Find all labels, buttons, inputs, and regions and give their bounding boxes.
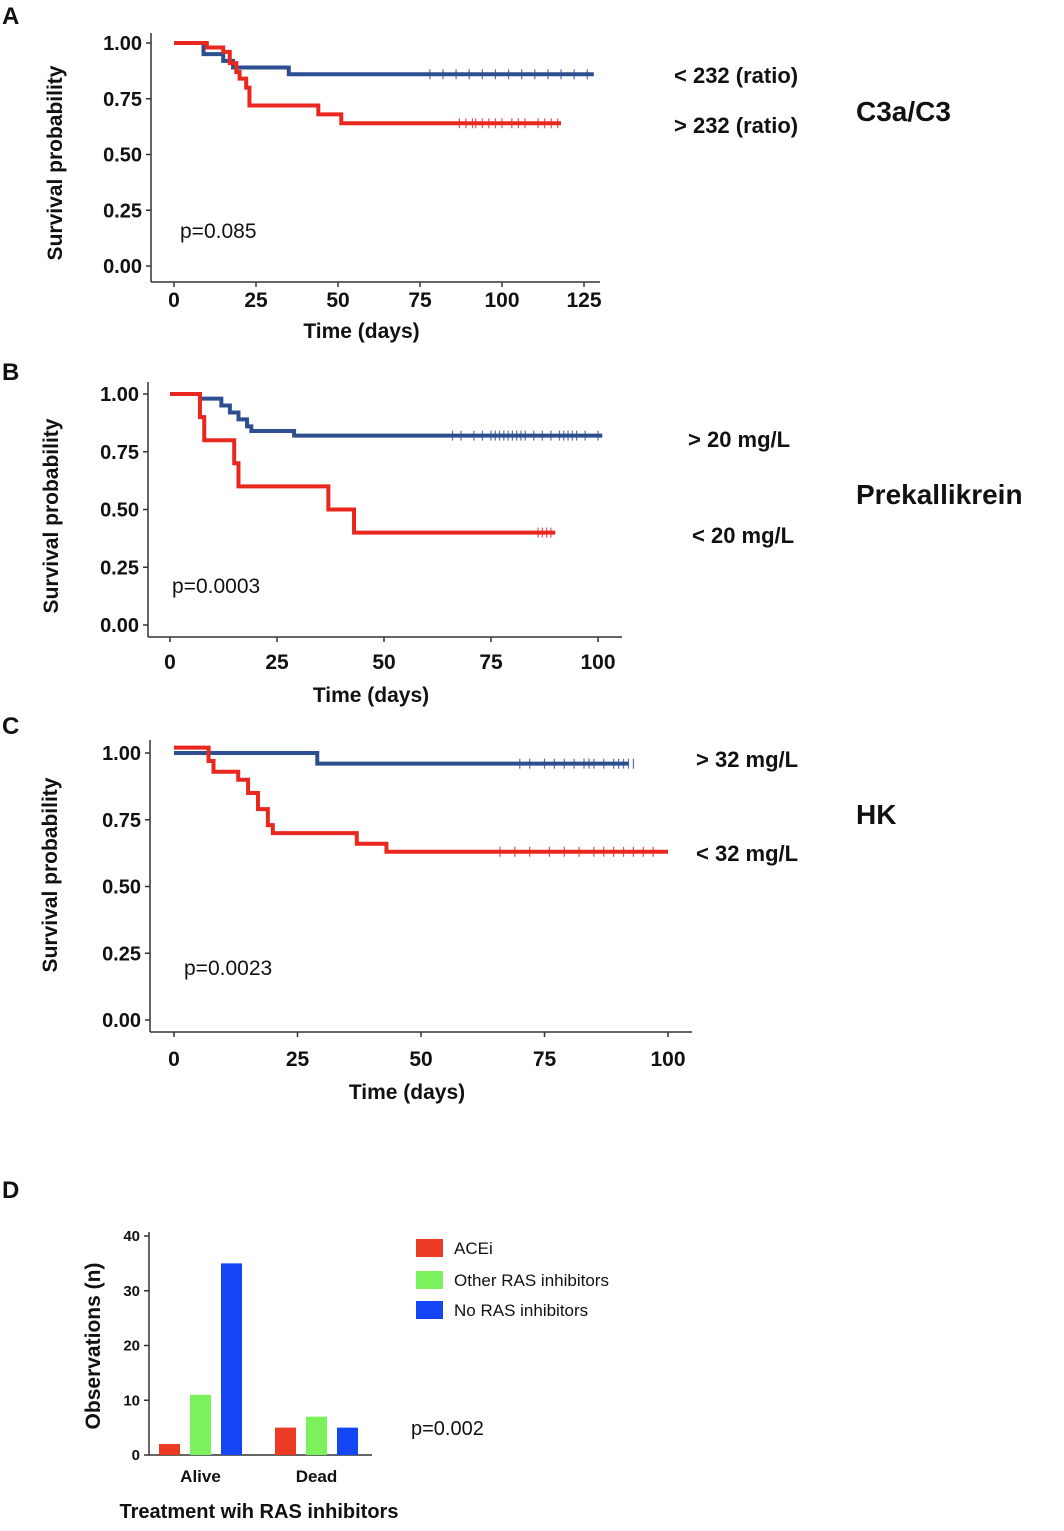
y-axis-label: Survival probability [39, 777, 62, 972]
series-blue [170, 392, 603, 441]
y-tick-label: 0.50 [103, 145, 142, 167]
y-tick-label: 1.00 [103, 33, 142, 55]
bar-panel-d: D 0 10 20 30 40 Alive Dead Treatment wih RAS inh… [2, 1177, 609, 1523]
y-tick-label: 0.75 [102, 810, 141, 832]
series-blue [174, 751, 635, 769]
bar [221, 1263, 242, 1455]
legend-entry: No RAS inhibitors [454, 1301, 588, 1320]
series-red [174, 745, 668, 857]
x-tick-label: 50 [409, 1048, 432, 1071]
x-tick-label: 100 [650, 1048, 685, 1071]
bar [306, 1416, 327, 1455]
legend-entry: < 20 mg/L [692, 523, 794, 548]
y-tick-label: 1.00 [100, 384, 139, 406]
bar [159, 1444, 180, 1455]
legend-swatch [416, 1301, 443, 1319]
bar-group-dead [275, 1416, 358, 1455]
y-tick-label: 30 [123, 1283, 140, 1300]
panel-title: C3a/C3 [856, 96, 951, 127]
y-tick-label: 40 [123, 1228, 140, 1245]
panel-label: C [2, 713, 19, 740]
y-tick-label: 0.00 [103, 256, 142, 278]
y-tick-label: 0 [132, 1447, 140, 1464]
panel-title: HK [856, 799, 896, 830]
x-tick-label: 75 [408, 289, 432, 312]
legend-entry: < 232 (ratio) [674, 63, 798, 88]
y-tick-label: 0.50 [100, 500, 139, 522]
x-tick-label: 0 [168, 1048, 180, 1071]
legend-entry: ACEi [454, 1239, 493, 1258]
legend-entry: > 232 (ratio) [674, 113, 798, 138]
y-tick-label: 0.25 [100, 557, 139, 579]
x-tick-label: 125 [566, 289, 601, 312]
p-value: p=0.0003 [172, 575, 260, 598]
y-tick-label: 0.00 [102, 1010, 141, 1032]
km-panel-c: C 0.00 0.25 0.50 0.75 1.00 0 25 50 75 100 Time (day… [2, 713, 896, 1104]
panel-label: D [2, 1177, 19, 1204]
p-value: p=0.0023 [184, 957, 272, 980]
series-red [170, 392, 556, 538]
bar-group-alive [159, 1263, 242, 1455]
panel-label: B [2, 359, 19, 386]
x-tick-label: 100 [580, 651, 615, 674]
y-tick-label: 20 [123, 1338, 140, 1355]
x-tick-label: 0 [168, 289, 180, 312]
survival-curve [170, 392, 603, 438]
x-axis-label: Time (days) [313, 684, 429, 707]
y-tick-label: 0.25 [102, 943, 141, 965]
legend-swatch [416, 1271, 443, 1289]
x-axis-label: Time (days) [303, 320, 419, 343]
y-tick-label: 0.75 [103, 89, 142, 111]
y-tick-label: 0.50 [102, 877, 141, 899]
x-tick-label: 75 [533, 1048, 557, 1071]
y-axis-label: Observations (n) [82, 1263, 105, 1430]
x-tick-label: 75 [479, 651, 503, 674]
x-tick-label: 25 [265, 651, 289, 674]
legend-entry: < 32 mg/L [696, 841, 798, 866]
y-tick-label: 10 [123, 1392, 140, 1409]
x-axis-label: Time (days) [349, 1081, 465, 1104]
bar [190, 1394, 211, 1455]
p-value: p=0.002 [411, 1418, 484, 1440]
survival-curve [170, 392, 556, 535]
legend-entry: Other RAS inhibitors [454, 1271, 609, 1290]
panel-label: A [2, 3, 19, 30]
survival-curve [174, 41, 562, 126]
y-tick-label: 0.75 [100, 442, 139, 464]
x-tick-label: 0 [164, 651, 176, 674]
y-tick-label: 1.00 [102, 743, 141, 765]
bar [337, 1427, 358, 1455]
legend-swatch [416, 1239, 443, 1257]
x-tick-label: 50 [372, 651, 395, 674]
bar [275, 1427, 296, 1455]
x-axis-label: Treatment wih RAS inhibitors [120, 1501, 399, 1523]
y-tick-label: 0.25 [103, 200, 142, 222]
y-tick-label: 0.00 [100, 615, 139, 637]
km-panel-a: A 0.00 0.25 0.50 0.75 1.00 0 25 50 75 100 125 Time (… [2, 3, 951, 343]
survival-curve [174, 751, 629, 766]
x-tick-label: 100 [484, 289, 519, 312]
y-axis-label: Survival probability [40, 418, 63, 613]
x-tick-label: 25 [244, 289, 268, 312]
legend-entry: > 32 mg/L [696, 747, 798, 772]
panel-title: Prekallikrein [856, 479, 1023, 510]
y-axis-label: Survival probability [44, 65, 67, 260]
p-value: p=0.085 [180, 220, 257, 243]
km-panel-b: B 0.00 0.25 0.50 0.75 1.00 0 25 50 75 100 Time (day… [2, 359, 1023, 707]
legend: ACEi Other RAS inhibitors No RAS inhibitor… [416, 1239, 609, 1320]
series-red [174, 41, 562, 129]
survival-curve [174, 745, 668, 854]
x-tick-label: 25 [286, 1048, 310, 1071]
legend-entry: > 20 mg/L [688, 427, 790, 452]
category-label: Alive [180, 1467, 221, 1486]
category-label: Dead [296, 1467, 338, 1486]
x-tick-label: 50 [326, 289, 349, 312]
